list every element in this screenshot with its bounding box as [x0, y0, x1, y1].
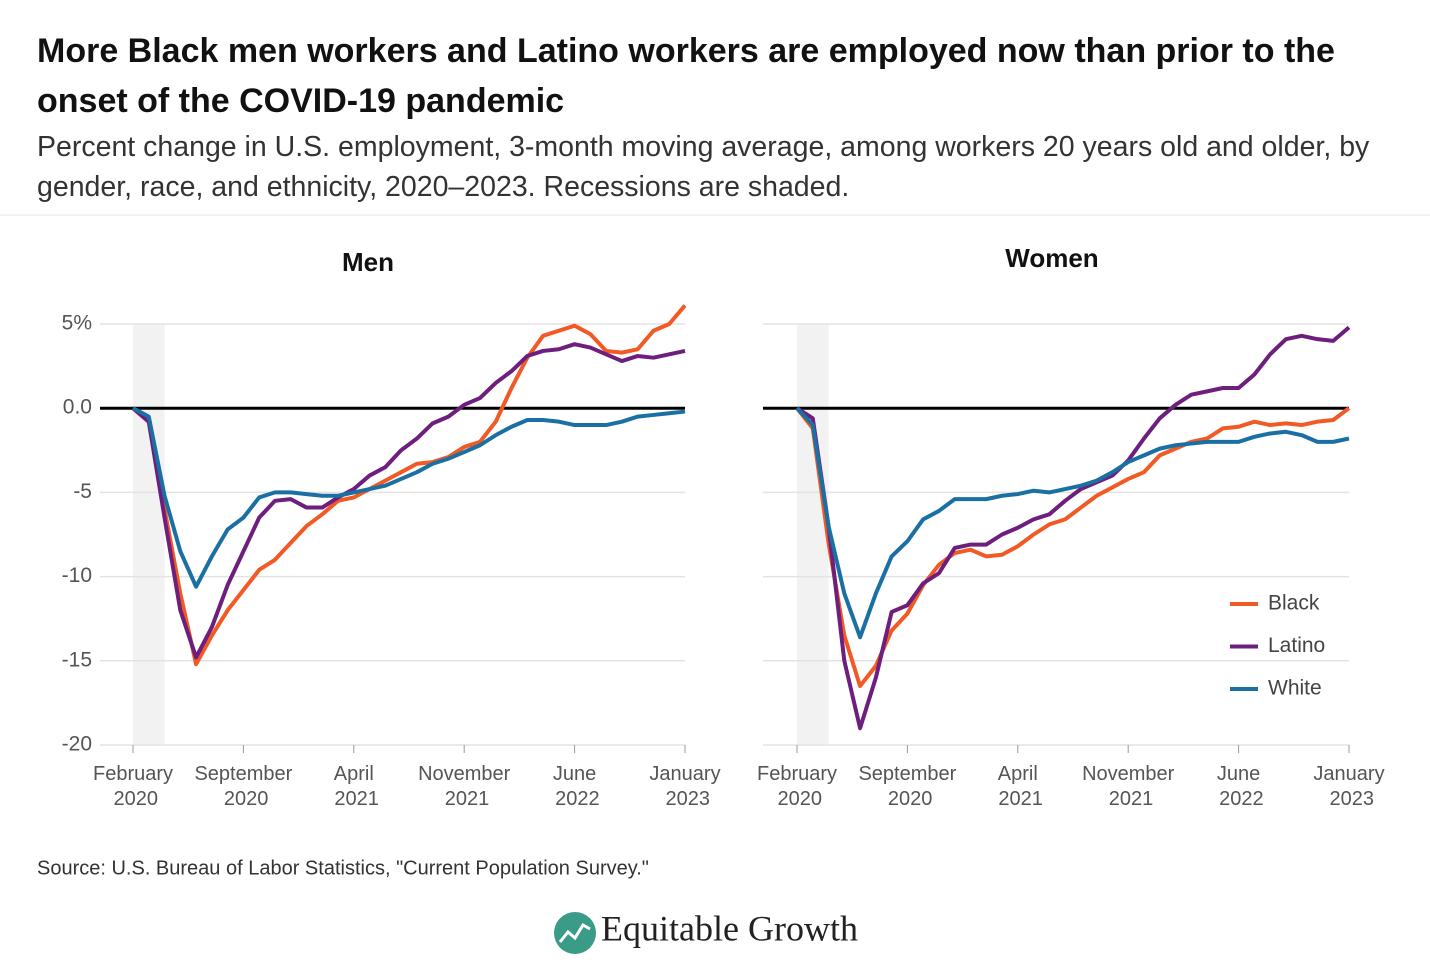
recession [797, 324, 829, 745]
y-tick-label: 5% [62, 312, 92, 335]
x-tick-label: November 2021 [1082, 763, 1175, 810]
x-tick-label: April 2021 [993, 763, 1043, 810]
x-tick-label: September 2020 [194, 763, 292, 810]
x-tick-label: April 2021 [329, 763, 379, 810]
x-tick-label: January 2023 [1313, 763, 1384, 810]
subtitle: Percent change in U.S. employment, 3-mon… [37, 131, 1370, 203]
logo-mark [558, 922, 591, 943]
y-tick-label: 0.0 [63, 396, 92, 419]
series-line [795, 406, 1350, 640]
series-line [795, 325, 1351, 731]
series-line [131, 342, 686, 660]
y-tick-label: -20 [62, 733, 92, 756]
source: Source: U.S. Bureau of Labor Statistics,… [37, 857, 649, 879]
x-tick-label: February 2020 [93, 763, 173, 810]
title: More Black men workers and Latino worker… [37, 32, 1335, 120]
y-tick-label: -10 [62, 564, 92, 587]
x-tick-label: February 2020 [757, 763, 837, 810]
series-line [131, 304, 687, 667]
brand: Equitable Growth [601, 908, 858, 948]
x-tick-label: January 2023 [649, 763, 720, 810]
panel-title: Men [342, 247, 394, 277]
logo [554, 912, 596, 954]
x-tick-label: June 2022 [550, 763, 600, 810]
panel-title: Women [1005, 243, 1098, 273]
x-tick-label: June 2022 [1214, 763, 1264, 810]
legend-label: White [1268, 677, 1322, 700]
y-tick-label: -5 [73, 480, 92, 503]
series-line [795, 406, 1351, 689]
recession [133, 324, 165, 745]
x-tick-label: November 2021 [418, 763, 511, 810]
y-tick-label: -15 [62, 648, 92, 671]
legend-label: Latino [1268, 634, 1325, 657]
legend-label: Black [1268, 592, 1320, 615]
x-tick-label: September 2020 [858, 763, 956, 810]
series-line [132, 406, 686, 589]
